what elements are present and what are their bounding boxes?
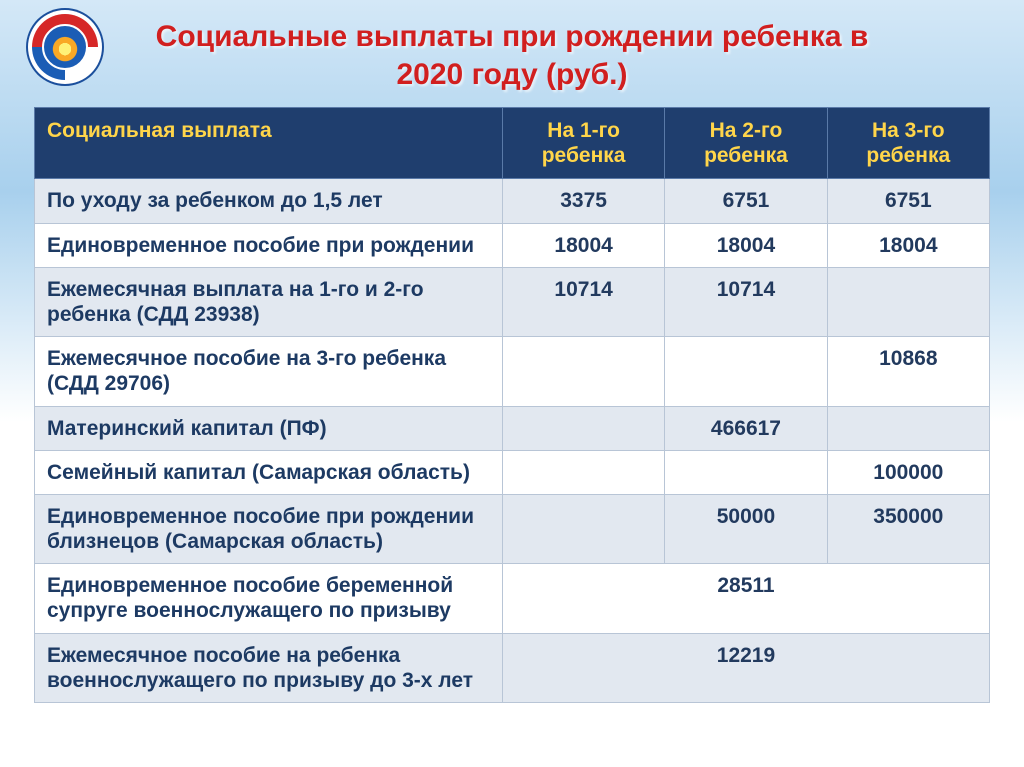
row-label: Материнский капитал (ПФ): [35, 406, 503, 450]
row-val-c2: 6751: [665, 179, 827, 223]
table-row: Ежемесячная выплата на 1-го и 2-го ребен…: [35, 267, 990, 336]
row-label: Единовременное пособие при рождении: [35, 223, 503, 267]
row-val-c3: [827, 406, 989, 450]
row-label: Ежемесячное пособие на 3-го ребенка (СДД…: [35, 337, 503, 406]
row-val-c1: 3375: [502, 179, 664, 223]
row-val-span: 28511: [502, 564, 989, 633]
row-val-c2: [665, 337, 827, 406]
col-header-child-2: На 2-го ребенка: [665, 108, 827, 179]
row-val-c1: [502, 337, 664, 406]
row-val-c3: 100000: [827, 450, 989, 494]
row-val-c2: 50000: [665, 494, 827, 563]
row-label: Ежемесячное пособие на ребенка военнослу…: [35, 633, 503, 702]
row-val-span: 12219: [502, 633, 989, 702]
benefits-table-wrap: Социальная выплата На 1-го ребенка На 2-…: [34, 107, 990, 703]
col-header-benefit: Социальная выплата: [35, 108, 503, 179]
row-val-c1: 10714: [502, 267, 664, 336]
table-row: Единовременное пособие при рождении 1800…: [35, 223, 990, 267]
table-row: Ежемесячное пособие на ребенка военнослу…: [35, 633, 990, 702]
row-label: Семейный капитал (Самарская область): [35, 450, 503, 494]
row-val-c3: 18004: [827, 223, 989, 267]
row-val-c2: [665, 450, 827, 494]
table-row: Единовременное пособие беременной супруг…: [35, 564, 990, 633]
row-label: Единовременное пособие беременной супруг…: [35, 564, 503, 633]
row-val-c1: 18004: [502, 223, 664, 267]
table-row: Единовременное пособие при рождении близ…: [35, 494, 990, 563]
table-header-row: Социальная выплата На 1-го ребенка На 2-…: [35, 108, 990, 179]
col-header-child-1: На 1-го ребенка: [502, 108, 664, 179]
title-line-1: Социальные выплаты при рождении ребенка …: [156, 20, 869, 53]
benefits-table: Социальная выплата На 1-го ребенка На 2-…: [34, 107, 990, 703]
page-title: Социальные выплаты при рождении ребенка …: [0, 0, 1024, 93]
row-val-c3: 350000: [827, 494, 989, 563]
agency-logo: [28, 10, 102, 84]
table-row: Ежемесячное пособие на 3-го ребенка (СДД…: [35, 337, 990, 406]
col-header-child-3: На 3-го ребенка: [827, 108, 989, 179]
row-val-c3: [827, 267, 989, 336]
row-val-c2: 466617: [665, 406, 827, 450]
table-row: По уходу за ребенком до 1,5 лет 3375 675…: [35, 179, 990, 223]
row-label: Единовременное пособие при рождении близ…: [35, 494, 503, 563]
row-label: По уходу за ребенком до 1,5 лет: [35, 179, 503, 223]
title-line-2: 2020 году (руб.): [397, 58, 628, 91]
table-row: Семейный капитал (Самарская область) 100…: [35, 450, 990, 494]
row-val-c2: 10714: [665, 267, 827, 336]
row-label: Ежемесячная выплата на 1-го и 2-го ребен…: [35, 267, 503, 336]
row-val-c2: 18004: [665, 223, 827, 267]
row-val-c1: [502, 406, 664, 450]
row-val-c3: 10868: [827, 337, 989, 406]
row-val-c1: [502, 494, 664, 563]
row-val-c3: 6751: [827, 179, 989, 223]
table-body: По уходу за ребенком до 1,5 лет 3375 675…: [35, 179, 990, 703]
row-val-c1: [502, 450, 664, 494]
table-row: Материнский капитал (ПФ) 466617: [35, 406, 990, 450]
